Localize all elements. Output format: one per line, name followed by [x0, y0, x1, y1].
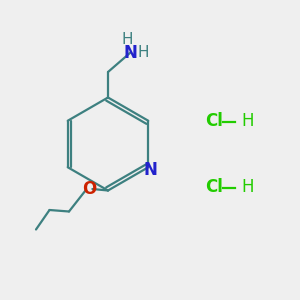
Text: N: N [144, 161, 158, 178]
Text: H: H [122, 32, 133, 47]
Text: H: H [241, 112, 253, 130]
Text: N: N [124, 44, 137, 62]
Text: O: O [82, 180, 97, 198]
Text: Cl: Cl [206, 112, 224, 130]
Text: H: H [241, 178, 253, 196]
Text: Cl: Cl [206, 178, 224, 196]
Text: H: H [137, 45, 149, 60]
